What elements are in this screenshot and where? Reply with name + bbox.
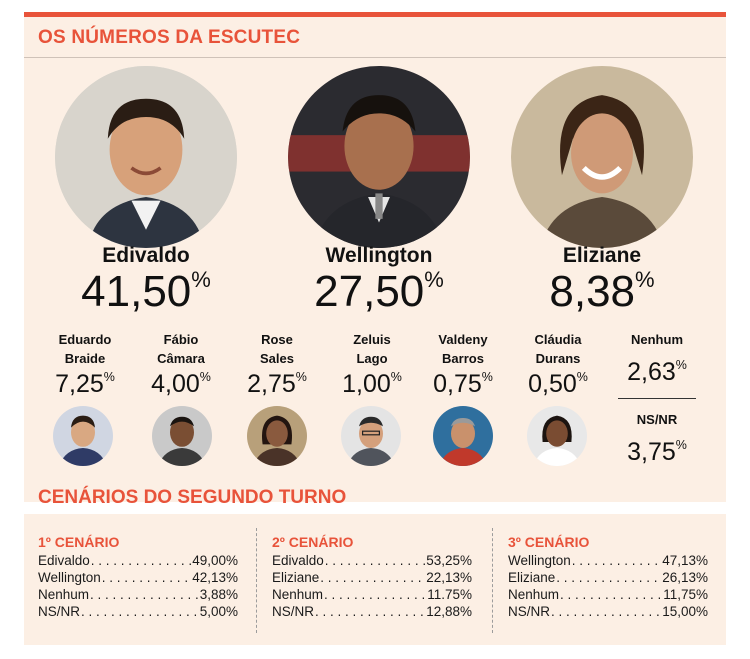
portrait-zeluis-lago [341,406,401,466]
scenario-1: 1º CENÁRIO Edivaldo49,00% Wellington42,1… [38,534,238,620]
scenario-row: Nenhum3,88% [38,586,238,603]
nsnr-percentage: 3,75% [627,438,687,466]
candidate-percentage: 27,50% [314,266,444,316]
scenario-row: Nenhum11.75% [272,586,472,603]
portrait-fabio-camara [152,406,212,466]
section-title: CENÁRIOS DO SEGUNDO TURNO [38,487,347,508]
title-divider [24,57,726,58]
scenario-row: Eliziane26,13% [508,569,708,586]
minor-candidate-percentage: 2,75% [247,370,307,398]
column-divider [492,528,493,633]
candidate-name: Eliziane [562,244,642,267]
nenhum-percentage: 2,63% [627,358,687,386]
portrait-eliziane [511,66,693,248]
candidate-percentage: 41,50% [81,266,211,316]
minor-candidate-percentage: 7,25% [55,370,115,398]
candidate-name: Edivaldo [102,244,190,267]
scenario-heading: 2º CENÁRIO [272,534,354,550]
nsnr-label: NS/NR [636,412,678,427]
scenario-row: Nenhum11,75% [508,586,708,603]
portrait-edivaldo [55,66,237,248]
scenario-row: Wellington42,13% [38,569,238,586]
scenario-row: NS/NR5,00% [38,603,238,620]
scenario-row: Wellington47,13% [508,552,708,569]
scenario-row: NS/NR12,88% [272,603,472,620]
portrait-rose-sales [247,406,307,466]
column-divider [256,528,257,633]
minor-candidate-percentage: 0,75% [433,370,493,398]
minor-candidate-percentage: 4,00% [151,370,211,398]
scenario-2: 2º CENÁRIO Edivaldo53,25% Eliziane22,13%… [272,534,472,620]
portrait-wellington [288,66,470,248]
minor-candidate-name: Cláudia Durans [534,332,582,366]
scenario-heading: 3º CENÁRIO [508,534,590,550]
scenario-row: Edivaldo49,00% [38,552,238,569]
minor-candidate-name: Rose Sales [260,332,294,366]
minor-candidate-name: Zeluis Lago [353,332,391,366]
minor-candidate-name: Fábio Câmara [157,332,205,366]
page-title: OS NÚMEROS DA ESCUTEC [38,27,301,48]
accent-bar [24,12,726,17]
scenario-heading: 1º CENÁRIO [38,534,120,550]
scenario-row: Eliziane22,13% [272,569,472,586]
minor-candidate-name: Valdeny Barros [438,332,488,366]
scenario-row: NS/NR15,00% [508,603,708,620]
scenario-3: 3º CENÁRIO Wellington47,13% Eliziane26,1… [508,534,708,620]
nenhum-label: Nenhum [631,332,683,347]
minor-candidate-name: Eduardo Braide [58,332,112,366]
portrait-eduardo-braide [53,406,113,466]
minor-candidate-percentage: 1,00% [342,370,402,398]
portrait-claudia-durans [527,406,587,466]
minor-candidate-percentage: 0,50% [528,370,588,398]
candidate-name: Wellington [325,244,433,267]
scenario-row: Edivaldo53,25% [272,552,472,569]
candidate-percentage: 8,38% [549,266,655,316]
portrait-valdeny-barros [433,406,493,466]
nenhum-divider [618,398,696,399]
